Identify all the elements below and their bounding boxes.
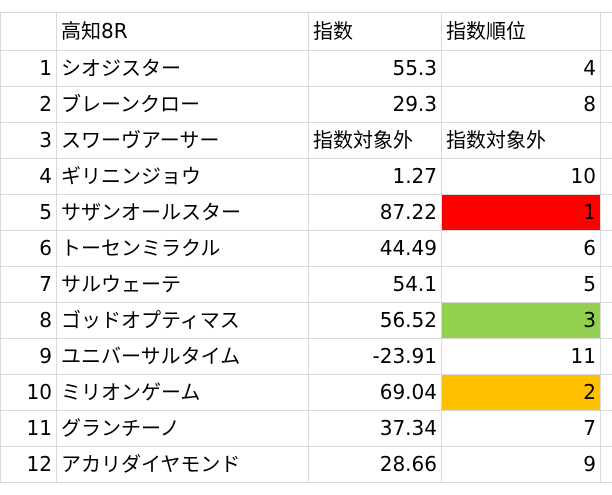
table-row: 7 サルウェーテ 54.1 5 <box>0 266 612 303</box>
horse-number-cell[interactable]: 1 <box>0 50 57 87</box>
race-title-cell[interactable]: 高知8R <box>56 12 309 51</box>
rank-value-cell[interactable]: 5 <box>441 266 601 303</box>
cell-blank[interactable] <box>600 266 612 303</box>
horse-name-cell[interactable]: ギリニンジョウ <box>56 158 309 195</box>
index-value-cell[interactable]: 54.1 <box>308 266 442 303</box>
cell-blank[interactable] <box>600 122 612 159</box>
table-row: 5 サザンオールスター 87.22 1 <box>0 194 612 231</box>
index-value-cell[interactable]: 29.3 <box>308 86 442 123</box>
horse-name-cell[interactable]: サザンオールスター <box>56 194 309 231</box>
table-row: 4 ギリニンジョウ 1.27 10 <box>0 158 612 195</box>
index-header-cell[interactable]: 指数 <box>308 12 442 51</box>
horse-number-cell[interactable]: 7 <box>0 266 57 303</box>
index-value-cell[interactable]: 1.27 <box>308 158 442 195</box>
index-value-cell[interactable]: 44.49 <box>308 230 442 267</box>
index-value-cell[interactable]: 55.3 <box>308 50 442 87</box>
horse-name-cell[interactable]: ゴッドオプティマス <box>56 302 309 339</box>
horse-number-cell[interactable]: 10 <box>0 374 57 411</box>
table-row: 3 スワーヴアーサー 指数対象外 指数対象外 <box>0 122 612 159</box>
table-row: 12 アカリダイヤモンド 28.66 9 <box>0 446 612 483</box>
horse-name-cell[interactable]: スワーヴアーサー <box>56 122 309 159</box>
index-value-cell[interactable]: 指数対象外 <box>308 122 442 159</box>
rank-value-cell[interactable]: 10 <box>441 158 601 195</box>
horse-name-cell[interactable]: ミリオンゲーム <box>56 374 309 411</box>
index-value-cell[interactable]: -23.91 <box>308 338 442 375</box>
index-value-cell[interactable]: 56.52 <box>308 302 442 339</box>
horse-number-cell[interactable]: 11 <box>0 410 57 447</box>
cell-blank[interactable] <box>600 86 612 123</box>
index-value-cell[interactable]: 87.22 <box>308 194 442 231</box>
rank-value-cell[interactable]: 3 <box>441 302 601 339</box>
rank-value-cell[interactable]: 6 <box>441 230 601 267</box>
horse-number-cell[interactable]: 9 <box>0 338 57 375</box>
header-row: 高知8R 指数 指数順位 <box>0 12 612 51</box>
horse-number-cell[interactable]: 4 <box>0 158 57 195</box>
cell-blank[interactable] <box>600 158 612 195</box>
horse-number-cell[interactable]: 2 <box>0 86 57 123</box>
table-row: 8 ゴッドオプティマス 56.52 3 <box>0 302 612 339</box>
index-value-cell[interactable]: 28.66 <box>308 446 442 483</box>
cell-blank[interactable] <box>600 50 612 87</box>
cell-blank[interactable] <box>600 446 612 483</box>
cell-blank[interactable] <box>600 410 612 447</box>
table-row: 1 シオジスター 55.3 4 <box>0 50 612 87</box>
horse-number-cell[interactable]: 12 <box>0 446 57 483</box>
table-row: 6 トーセンミラクル 44.49 6 <box>0 230 612 267</box>
table-row: 10 ミリオンゲーム 69.04 2 <box>0 374 612 411</box>
cell-blank[interactable] <box>600 374 612 411</box>
horse-name-cell[interactable]: サルウェーテ <box>56 266 309 303</box>
horse-name-cell[interactable]: ブレーンクロー <box>56 86 309 123</box>
race-index-table: 高知8R 指数 指数順位 1 シオジスター 55.3 4 2 ブレーンクロー 29.3 8 3 ス… <box>0 12 612 483</box>
rank-value-cell[interactable]: 指数対象外 <box>441 122 601 159</box>
horse-name-cell[interactable]: アカリダイヤモンド <box>56 446 309 483</box>
table-row: 11 グランチーノ 37.34 7 <box>0 410 612 447</box>
horse-name-cell[interactable]: グランチーノ <box>56 410 309 447</box>
index-value-cell[interactable]: 37.34 <box>308 410 442 447</box>
horse-number-cell[interactable]: 3 <box>0 122 57 159</box>
rank-value-cell[interactable]: 1 <box>441 194 601 231</box>
table-row: 9 ユニバーサルタイム -23.91 11 <box>0 338 612 375</box>
cell-blank[interactable] <box>600 302 612 339</box>
horse-number-cell[interactable]: 6 <box>0 230 57 267</box>
cell-blank[interactable] <box>0 12 57 51</box>
rank-value-cell[interactable]: 2 <box>441 374 601 411</box>
horse-name-cell[interactable]: トーセンミラクル <box>56 230 309 267</box>
rank-value-cell[interactable]: 11 <box>441 338 601 375</box>
rank-header-cell[interactable]: 指数順位 <box>441 12 601 51</box>
cell-blank[interactable] <box>600 230 612 267</box>
rank-value-cell[interactable]: 7 <box>441 410 601 447</box>
horse-name-cell[interactable]: ユニバーサルタイム <box>56 338 309 375</box>
cell-blank[interactable] <box>600 12 612 51</box>
rank-value-cell[interactable]: 9 <box>441 446 601 483</box>
rank-value-cell[interactable]: 8 <box>441 86 601 123</box>
cell-blank[interactable] <box>600 194 612 231</box>
horse-name-cell[interactable]: シオジスター <box>56 50 309 87</box>
rank-value-cell[interactable]: 4 <box>441 50 601 87</box>
table-row: 2 ブレーンクロー 29.3 8 <box>0 86 612 123</box>
index-value-cell[interactable]: 69.04 <box>308 374 442 411</box>
horse-number-cell[interactable]: 8 <box>0 302 57 339</box>
horse-number-cell[interactable]: 5 <box>0 194 57 231</box>
cell-blank[interactable] <box>600 338 612 375</box>
